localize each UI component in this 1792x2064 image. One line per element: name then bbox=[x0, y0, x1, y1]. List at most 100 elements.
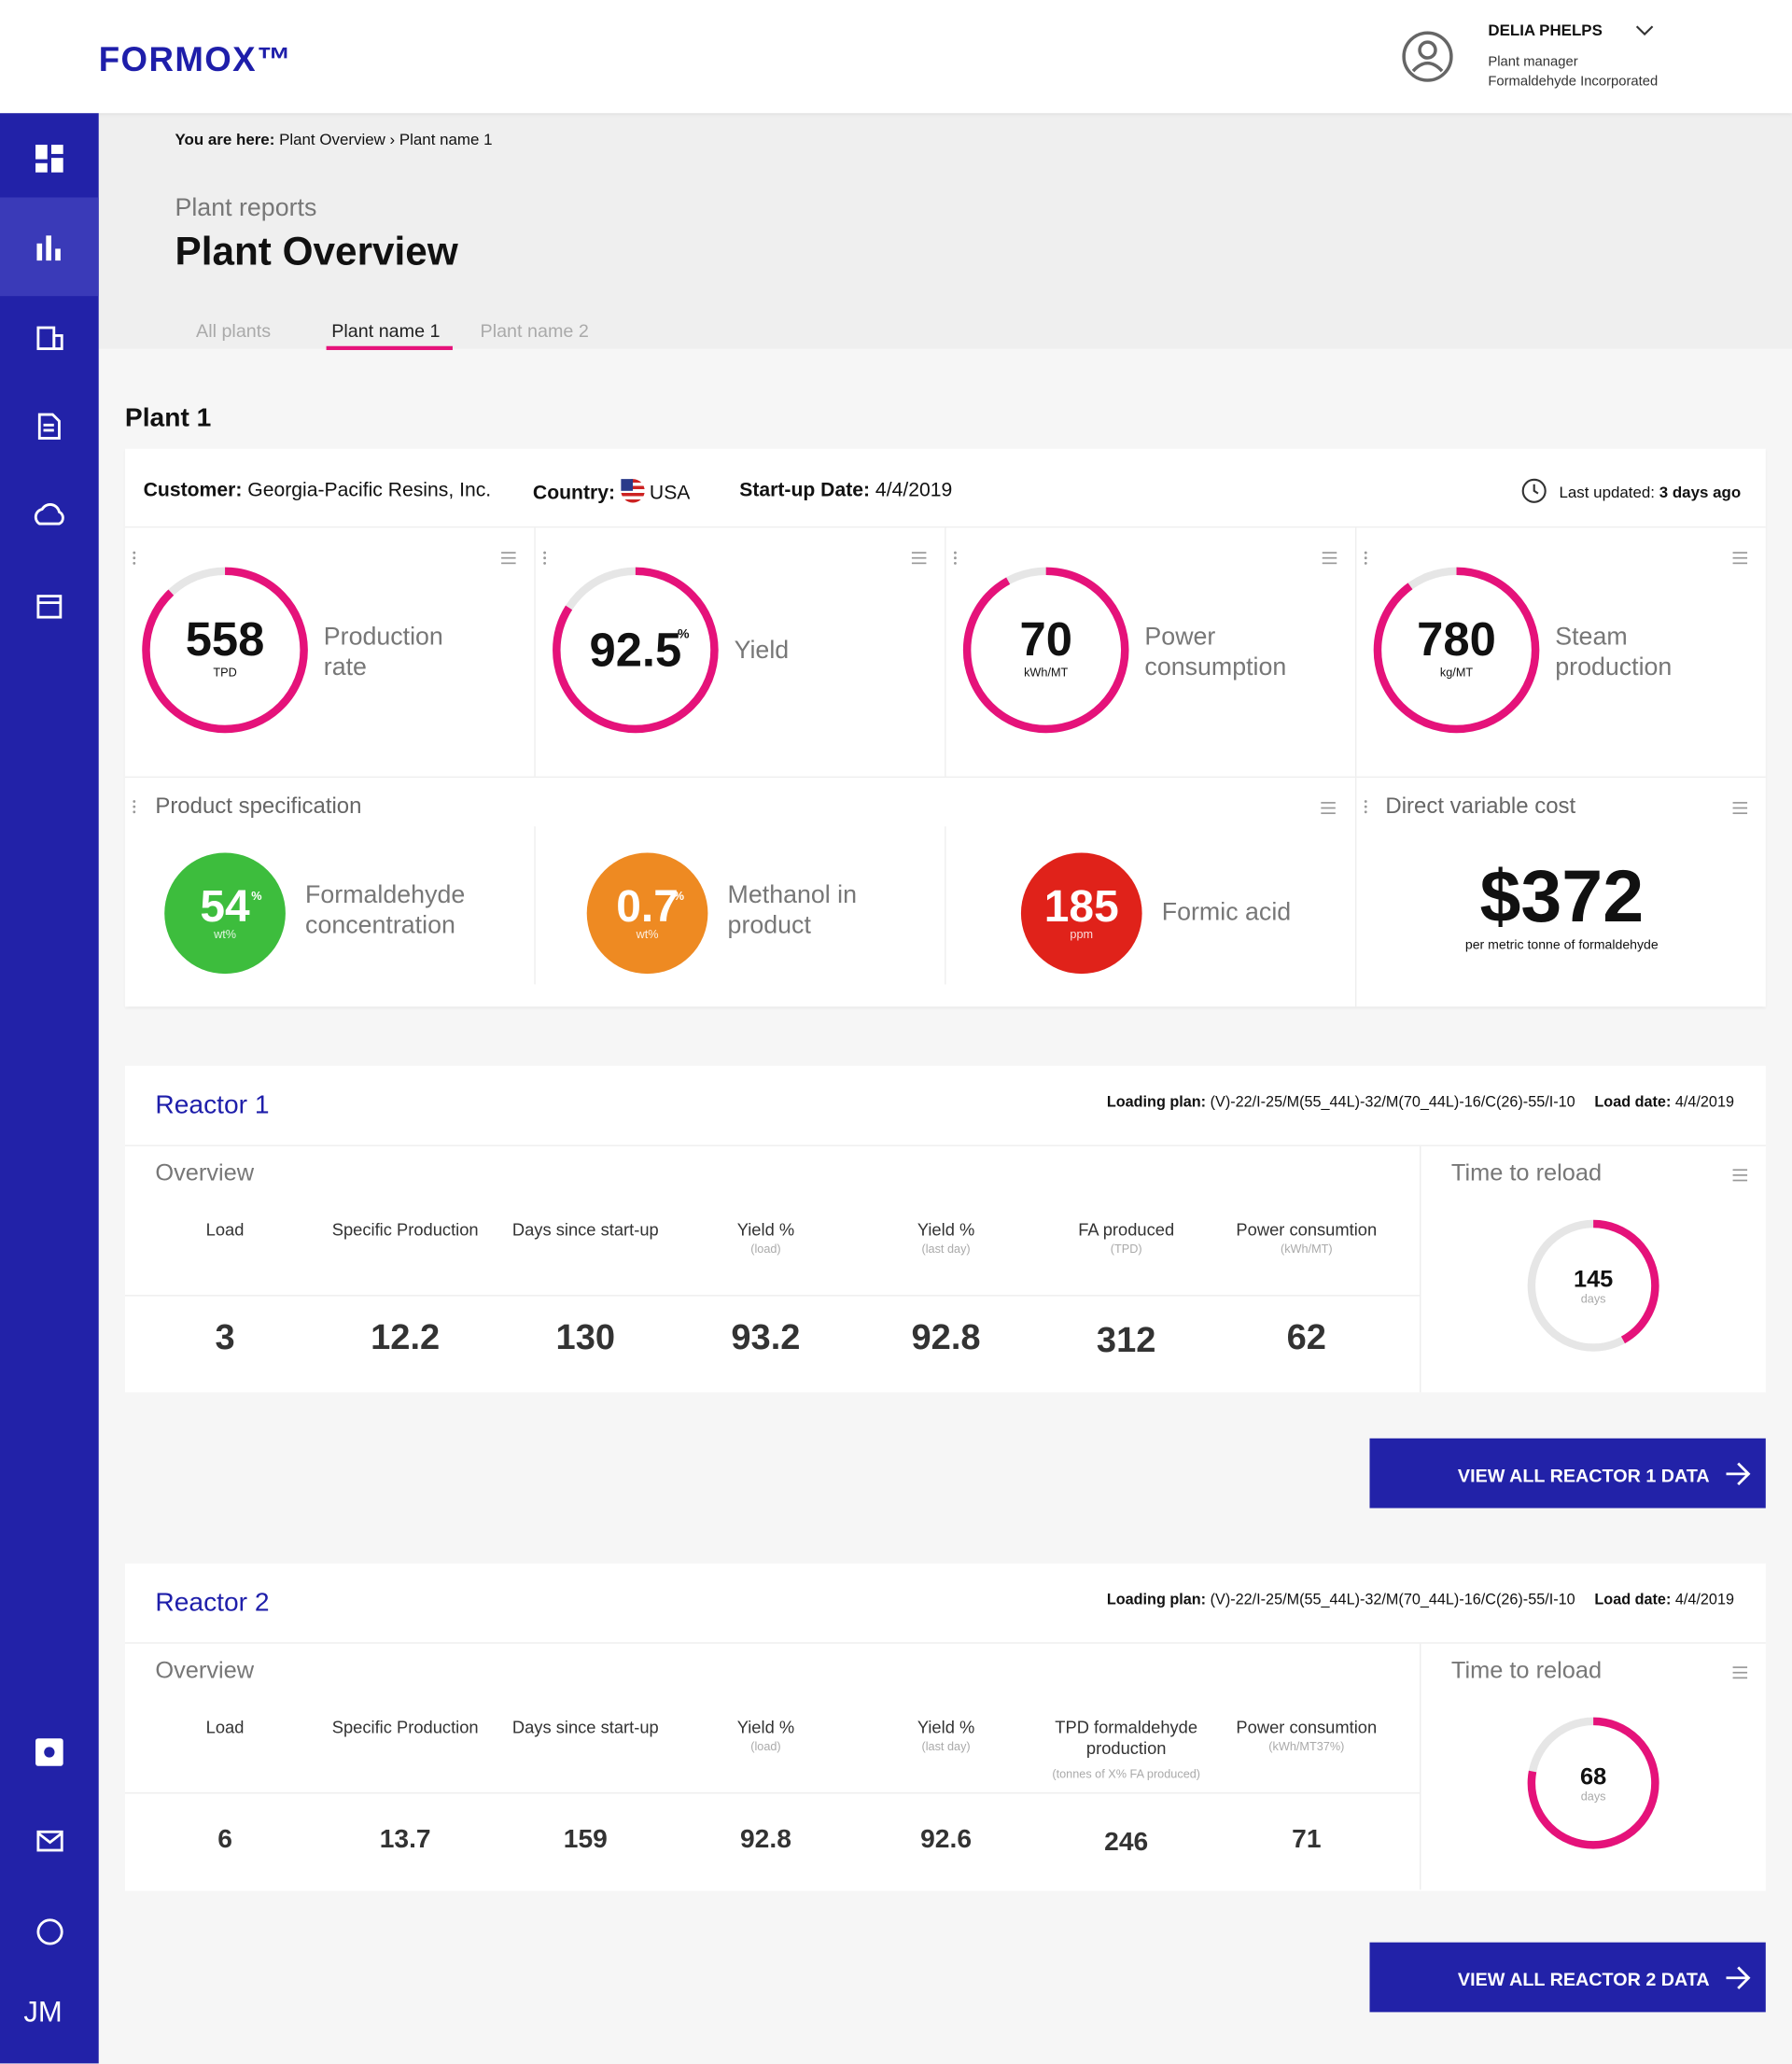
shape bbox=[954, 561, 957, 565]
info-value: Georgia-Pacific Resins, Inc. bbox=[247, 479, 492, 502]
divider bbox=[1420, 1145, 1421, 1393]
tab[interactable]: Plant name 1 bbox=[331, 319, 441, 342]
kpi-value: 558 bbox=[185, 611, 265, 667]
sidebar-icons[interactable] bbox=[0, 0, 99, 2063]
flag-canton bbox=[620, 479, 633, 491]
sidebar-brand: JM bbox=[23, 1995, 63, 2029]
spec-label: Methanol in product bbox=[727, 881, 858, 940]
column-unit: (load) bbox=[750, 1739, 781, 1753]
column-unit: (load) bbox=[750, 1242, 781, 1256]
shape bbox=[954, 556, 957, 560]
reactor-button[interactable]: VIEW ALL REACTOR 2 DATA bbox=[1369, 1942, 1766, 2013]
spec-circle bbox=[1020, 852, 1142, 975]
plan-value: (V)-22/I-25/M(55_44L)-32/M(70_44L)-16/C(… bbox=[1210, 1094, 1575, 1111]
menu-icon bbox=[1732, 1169, 1748, 1182]
overview-title: Overview bbox=[155, 1158, 255, 1186]
cost-title: Direct variable cost bbox=[1385, 793, 1576, 819]
divider bbox=[1420, 1643, 1421, 1890]
tab[interactable]: Plant name 2 bbox=[480, 319, 589, 342]
ring-gauge bbox=[1527, 1717, 1659, 1849]
reload-value: 145 bbox=[1573, 1266, 1614, 1293]
updated-value: 3 days ago bbox=[1659, 483, 1742, 502]
drag-handle bbox=[1364, 800, 1367, 814]
reactor-value: 92.8 bbox=[739, 1825, 791, 1855]
shape bbox=[1533, 484, 1539, 495]
spec-value: 54 bbox=[200, 881, 250, 933]
cost-note: per metric tonne of formaldehyde bbox=[1464, 938, 1659, 953]
divider bbox=[534, 826, 536, 985]
column-unit: (kWh/MT) bbox=[1280, 1242, 1333, 1256]
kpi-unit: TPD bbox=[213, 666, 237, 680]
reactor-title: Reactor 2 bbox=[155, 1588, 270, 1618]
reload-value: 68 bbox=[1580, 1762, 1607, 1790]
user-company: Formaldehyde Incorporated bbox=[1488, 73, 1659, 90]
divider bbox=[124, 1295, 1421, 1297]
last-updated: Last updated: 3 days ago bbox=[1559, 483, 1741, 501]
reactor-title: Reactor 1 bbox=[155, 1090, 270, 1120]
kpi-unit: kg/MT bbox=[1439, 666, 1474, 680]
reactor-value: 62 bbox=[1286, 1317, 1327, 1357]
divider bbox=[124, 1791, 1421, 1794]
column-name: Load bbox=[205, 1219, 245, 1240]
column-name: Load bbox=[205, 1717, 245, 1737]
reactor-value: 71 bbox=[1292, 1825, 1322, 1855]
loading-plan: Loading plan: (V)-22/I-25/M(55_44L)-32/M… bbox=[1107, 1095, 1734, 1111]
shape bbox=[133, 800, 136, 803]
ring-gauge bbox=[142, 567, 308, 734]
spec-title: Product specification bbox=[155, 793, 362, 819]
plan-label: Loading plan: bbox=[1106, 1094, 1207, 1111]
menu-icon bbox=[1732, 552, 1748, 565]
user-menu-chevron[interactable] bbox=[1635, 23, 1654, 36]
breadcrumb-path[interactable]: Plant Overview › Plant name 1 bbox=[279, 130, 493, 149]
ring-gauge bbox=[553, 567, 719, 734]
shape bbox=[543, 551, 547, 555]
menu-icon bbox=[1732, 1666, 1748, 1679]
button-label: VIEW ALL REACTOR 1 DATA bbox=[1457, 1464, 1710, 1486]
column-name: Yield % bbox=[736, 1717, 795, 1737]
spec-value: 185 bbox=[1043, 881, 1119, 933]
spec-circle bbox=[586, 852, 708, 975]
breadcrumb: You are here: Plant Overview › Plant nam… bbox=[175, 131, 492, 149]
shape bbox=[962, 567, 1129, 734]
page-subtitle: Plant reports bbox=[175, 194, 317, 223]
kpi-value: 92.5 bbox=[589, 622, 682, 677]
plan-value: (V)-22/I-25/M(55_44L)-32/M(70_44L)-16/C(… bbox=[1210, 1592, 1575, 1608]
shape bbox=[133, 551, 136, 555]
info-field: Country: USA bbox=[533, 479, 690, 504]
divider bbox=[1354, 527, 1357, 777]
column-name: Yield % bbox=[917, 1219, 975, 1240]
shape bbox=[543, 556, 547, 560]
arrow-icon bbox=[1726, 1966, 1751, 1990]
info-value: 4/4/2019 bbox=[875, 479, 953, 502]
divider bbox=[534, 527, 536, 777]
menu-icon bbox=[1321, 802, 1336, 815]
column-name: Yield % bbox=[917, 1717, 975, 1737]
loading-plan: Loading plan: (V)-22/I-25/M(55_44L)-32/M… bbox=[1107, 1593, 1734, 1608]
header bbox=[0, 0, 1792, 114]
date-value: 4/4/2019 bbox=[1674, 1094, 1734, 1111]
clock-icon bbox=[1521, 478, 1547, 503]
column-name: Days since start-up bbox=[511, 1717, 659, 1737]
drag-handle bbox=[133, 800, 136, 814]
shape bbox=[1726, 1462, 1751, 1486]
overview-title: Overview bbox=[155, 1656, 255, 1683]
column-unit: (last day) bbox=[921, 1242, 971, 1256]
user-name[interactable]: DELIA PHELPS bbox=[1488, 21, 1603, 40]
date-label: Load date: bbox=[1594, 1592, 1672, 1608]
updated-label: Last updated: bbox=[1559, 483, 1656, 502]
column-unit: (kWh/MT37%) bbox=[1268, 1739, 1345, 1753]
cost-value: $372 bbox=[1479, 853, 1645, 937]
breadcrumb-label: You are here: bbox=[175, 130, 275, 149]
user-avatar bbox=[1402, 31, 1453, 82]
reactor-button[interactable]: VIEW ALL REACTOR 1 DATA bbox=[1369, 1438, 1766, 1509]
info-value: USA bbox=[649, 481, 691, 504]
reactor-value: 3 bbox=[215, 1317, 235, 1357]
date-label: Load date: bbox=[1594, 1094, 1672, 1111]
reload-unit: days bbox=[1580, 1292, 1606, 1306]
spec-unit: wt% bbox=[636, 927, 659, 941]
tab[interactable]: All plants bbox=[196, 319, 272, 342]
button-label: VIEW ALL REACTOR 2 DATA bbox=[1457, 1968, 1710, 1990]
top-area bbox=[98, 113, 1792, 349]
spec-label: Formaldehyde concentration bbox=[305, 881, 466, 940]
